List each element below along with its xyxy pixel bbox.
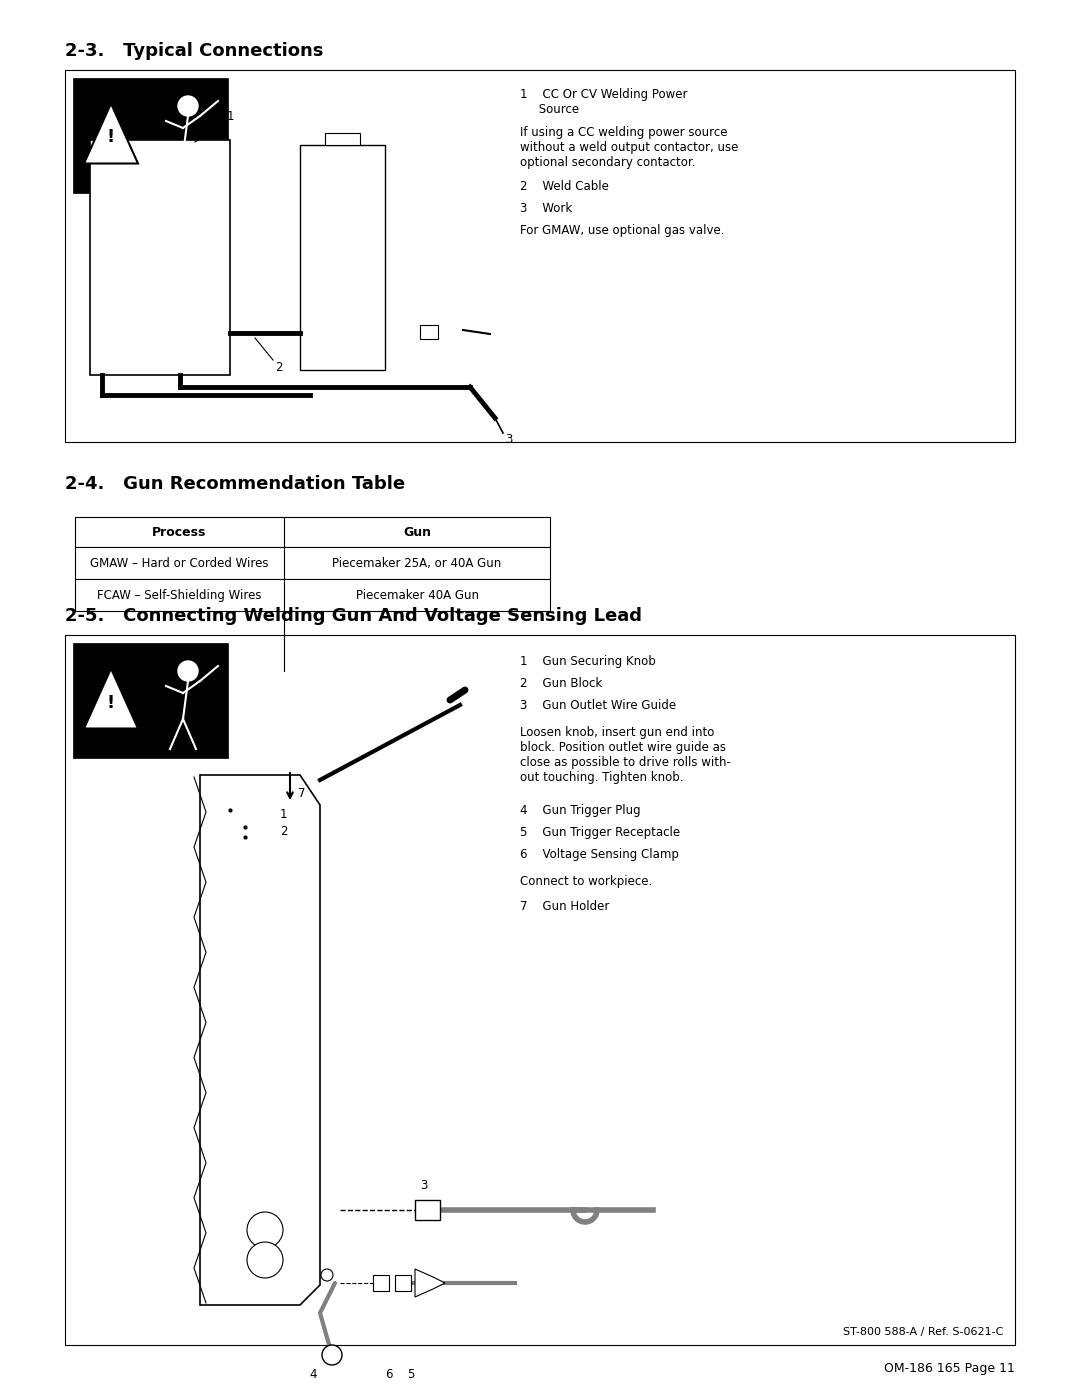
Bar xyxy=(300,145,384,370)
Bar xyxy=(373,1275,389,1291)
Text: 4: 4 xyxy=(309,1368,316,1382)
Text: 5    Gun Trigger Receptacle: 5 Gun Trigger Receptacle xyxy=(519,826,680,840)
Circle shape xyxy=(178,96,198,116)
Bar xyxy=(65,70,1015,441)
Text: Process: Process xyxy=(152,525,206,538)
Text: 2: 2 xyxy=(280,824,287,837)
Text: !: ! xyxy=(107,129,116,147)
Text: 1    Gun Securing Knob: 1 Gun Securing Knob xyxy=(519,655,656,668)
Polygon shape xyxy=(84,669,138,728)
Text: 3: 3 xyxy=(420,1179,428,1192)
Text: 4    Gun Trigger Plug: 4 Gun Trigger Plug xyxy=(519,805,640,817)
Text: 6    Voltage Sensing Clamp: 6 Voltage Sensing Clamp xyxy=(519,848,679,861)
Polygon shape xyxy=(200,775,320,1305)
Text: 3: 3 xyxy=(505,433,512,446)
Bar xyxy=(90,140,230,374)
Circle shape xyxy=(322,1345,342,1365)
Text: GMAW – Hard or Corded Wires: GMAW – Hard or Corded Wires xyxy=(91,556,269,570)
Text: ST-800 588-A / Ref. S-0621-C: ST-800 588-A / Ref. S-0621-C xyxy=(842,1327,1003,1337)
Bar xyxy=(73,78,228,193)
Bar xyxy=(75,548,550,578)
Text: Gun: Gun xyxy=(403,525,431,538)
Circle shape xyxy=(178,661,198,680)
Polygon shape xyxy=(415,1268,445,1296)
Text: Piecemaker 25A, or 40A Gun: Piecemaker 25A, or 40A Gun xyxy=(333,556,501,570)
Text: For GMAW, use optional gas valve.: For GMAW, use optional gas valve. xyxy=(519,224,725,237)
Circle shape xyxy=(247,1242,283,1278)
Text: 2    Weld Cable: 2 Weld Cable xyxy=(519,180,609,193)
Text: 2: 2 xyxy=(275,360,283,374)
Text: 2-5.   Connecting Welding Gun And Voltage Sensing Lead: 2-5. Connecting Welding Gun And Voltage … xyxy=(65,608,642,624)
Bar xyxy=(415,1200,440,1220)
Bar xyxy=(75,578,550,610)
Bar xyxy=(420,326,438,339)
Circle shape xyxy=(321,1268,333,1281)
Text: 3    Work: 3 Work xyxy=(519,203,572,215)
Text: Connect to workpiece.: Connect to workpiece. xyxy=(519,875,652,888)
Polygon shape xyxy=(84,103,138,163)
Text: If using a CC welding power source
without a weld output contactor, use
optional: If using a CC welding power source witho… xyxy=(519,126,739,169)
Text: FCAW – Self-Shielding Wires: FCAW – Self-Shielding Wires xyxy=(97,588,261,602)
Text: 2    Gun Block: 2 Gun Block xyxy=(519,678,603,690)
Text: 3    Gun Outlet Wire Guide: 3 Gun Outlet Wire Guide xyxy=(519,698,676,712)
Text: OM-186 165 Page 11: OM-186 165 Page 11 xyxy=(885,1362,1015,1375)
Text: !: ! xyxy=(107,693,116,711)
Text: 1: 1 xyxy=(227,110,234,123)
Text: 5: 5 xyxy=(407,1368,415,1382)
Bar xyxy=(325,133,360,145)
Text: 7: 7 xyxy=(298,787,306,799)
Text: 1    CC Or CV Welding Power
     Source: 1 CC Or CV Welding Power Source xyxy=(519,88,688,116)
Bar xyxy=(395,1275,411,1291)
Bar xyxy=(73,643,228,759)
Text: 2-4.   Gun Recommendation Table: 2-4. Gun Recommendation Table xyxy=(65,475,405,493)
Text: Piecemaker 40A Gun: Piecemaker 40A Gun xyxy=(355,588,478,602)
Text: 6: 6 xyxy=(386,1368,393,1382)
Bar xyxy=(75,517,550,548)
Text: Loosen knob, insert gun end into
block. Position outlet wire guide as
close as p: Loosen knob, insert gun end into block. … xyxy=(519,726,731,784)
Text: 2-3.   Typical Connections: 2-3. Typical Connections xyxy=(65,42,323,60)
Text: 1: 1 xyxy=(280,809,287,821)
Circle shape xyxy=(247,1213,283,1248)
Bar xyxy=(65,636,1015,1345)
Text: 7    Gun Holder: 7 Gun Holder xyxy=(519,900,609,914)
